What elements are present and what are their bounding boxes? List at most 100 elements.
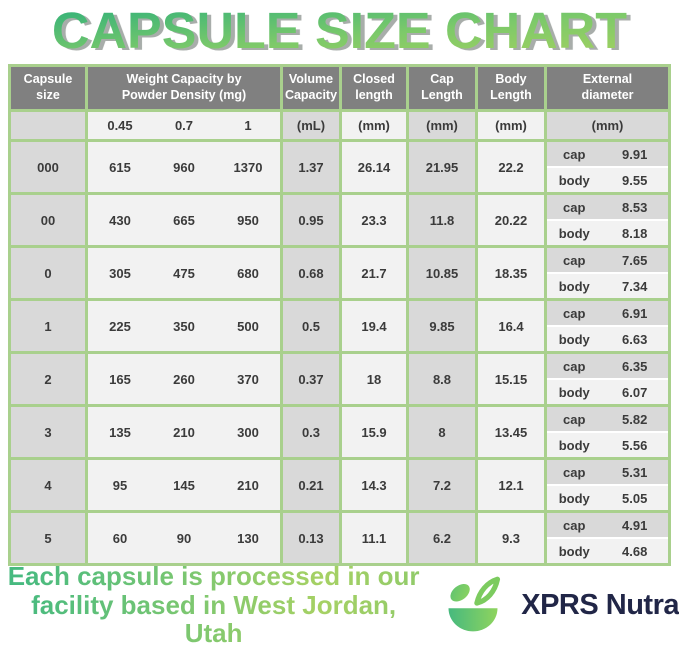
external-body-row: body 8.18 [547,221,668,245]
capsule-size-value: 5 [11,513,85,563]
weight-045: 95 [112,477,128,493]
external-cap-row: cap 7.65 [547,248,668,272]
weight-1: 950 [237,212,259,228]
cap-label: cap [563,199,586,215]
header-body-length: Body Length [478,67,544,109]
cap-length-value: 10.85 [409,248,475,298]
weight-07: 665 [173,212,195,228]
external-diameter-cell: cap 6.35 body 6.07 [547,354,668,404]
body-length-value: 12.1 [478,460,544,510]
weight-045: 430 [109,212,131,228]
density-045: 0.45 [107,118,133,133]
external-diameter-cell: cap 8.53 body 8.18 [547,195,668,245]
table-row-1: 1 225 350 500 0.5 19.4 9.85 16.4 cap 6.9… [11,301,668,351]
external-cap-value: 6.91 [622,305,648,321]
volume-value: 0.37 [283,354,339,404]
closed-length-value: 15.9 [342,407,406,457]
weight-1: 680 [237,265,259,281]
external-body-row: body 9.55 [547,168,668,192]
weight-045: 615 [109,159,131,175]
external-diameter-cell: cap 5.82 body 5.56 [547,407,668,457]
footer: Each capsule is processed in our facilit… [0,573,679,637]
closed-length-value: 21.7 [342,248,406,298]
cap-label: cap [563,146,586,162]
header-volume-line2: Capacity [284,88,338,102]
weight-1: 130 [237,530,259,546]
header-capsule-size: Capsule size [11,67,85,109]
external-cap-row: cap 5.31 [547,460,668,484]
external-body-row: body 5.05 [547,486,668,510]
header-external-line1: External [582,72,633,87]
external-diameter-cell: cap 6.91 body 6.63 [547,301,668,351]
table-units-row: 0.45 0.7 1 (mL) (mm) (mm) (mm) (mm) [11,112,668,139]
closed-length-value: 23.3 [342,195,406,245]
table-row-2: 2 165 260 370 0.37 18 8.8 15.15 cap 6.35… [11,354,668,404]
header-closed-line2: length [355,88,393,102]
external-diameter-cell: cap 7.65 body 7.34 [547,248,668,298]
table-row-3: 3 135 210 300 0.3 15.9 8 13.45 cap 5.82 … [11,407,668,457]
body-length-value: 15.15 [478,354,544,404]
weight-07: 145 [173,477,195,493]
body-label: body [558,172,590,188]
header-weight-capacity: Weight Capacity by Powder Density (mg) [88,67,280,109]
footer-note-line1: Each capsule is processed in our [7,561,420,592]
closed-length-value: 19.4 [342,301,406,351]
closed-length-value: 18 [342,354,406,404]
unit-closed: (mm) [342,112,406,139]
weight-capacity-cell: 165 260 370 [88,354,280,404]
weight-capacity-cell: 430 665 950 [88,195,280,245]
header-volume-line1: Volume [288,72,334,87]
external-body-row: body 5.56 [547,433,668,457]
volume-value: 0.95 [283,195,339,245]
weight-capacity-cell: 135 210 300 [88,407,280,457]
body-label: body [558,278,590,294]
header-cap-length: Cap Length [409,67,475,109]
external-diameter-cell: cap 5.31 body 5.05 [547,460,668,510]
cap-label: cap [563,305,586,321]
volume-value: 0.5 [283,301,339,351]
body-label: body [558,225,590,241]
external-cap-value: 4.91 [622,517,648,533]
closed-length-value: 11.1 [342,513,406,563]
external-cap-row: cap 8.53 [547,195,668,219]
volume-value: 0.13 [283,513,339,563]
external-body-row: body 7.34 [547,274,668,298]
units-empty-cell [11,112,85,139]
weight-045: 135 [109,424,131,440]
cap-length-value: 8.8 [409,354,475,404]
external-body-value: 5.05 [622,490,648,506]
external-body-value: 5.56 [622,437,648,453]
header-external-diameter: External diameter [547,67,668,109]
cap-label: cap [563,358,586,374]
body-length-value: 9.3 [478,513,544,563]
footer-note-line2: facility based in West Jordan, Utah [31,589,397,648]
external-cap-value: 7.65 [622,252,648,268]
weight-1: 1370 [233,159,263,175]
capsule-size-table: Capsule size Weight Capacity by Powder D… [8,64,671,566]
external-cap-row: cap 9.91 [547,142,668,166]
weight-1: 370 [237,371,259,387]
external-cap-value: 5.82 [622,411,648,427]
volume-value: 0.21 [283,460,339,510]
external-cap-value: 9.91 [622,146,648,162]
cap-label: cap [563,411,586,427]
body-label: body [558,543,590,559]
cap-length-value: 7.2 [409,460,475,510]
body-length-value: 20.22 [478,195,544,245]
table-row-000: 000 615 960 1370 1.37 26.14 21.95 22.2 c… [11,142,668,192]
external-cap-row: cap 4.91 [547,513,668,537]
weight-1: 500 [237,318,259,334]
header-weight-line2: Powder Density (mg) [121,88,247,102]
external-body-value: 4.68 [622,543,648,559]
external-body-row: body 6.63 [547,327,668,351]
external-cap-value: 5.31 [622,464,648,480]
external-cap-row: cap 6.35 [547,354,668,378]
capsule-size-value: 000 [11,142,85,192]
footer-note: Each capsule is processed in our facilit… [0,562,427,648]
external-cap-value: 8.53 [622,199,648,215]
external-cap-row: cap 5.82 [547,407,668,431]
brand-name: XPRS Nutra [521,588,679,621]
external-body-value: 6.07 [622,384,648,400]
volume-value: 1.37 [283,142,339,192]
capsule-size-value: 1 [11,301,85,351]
